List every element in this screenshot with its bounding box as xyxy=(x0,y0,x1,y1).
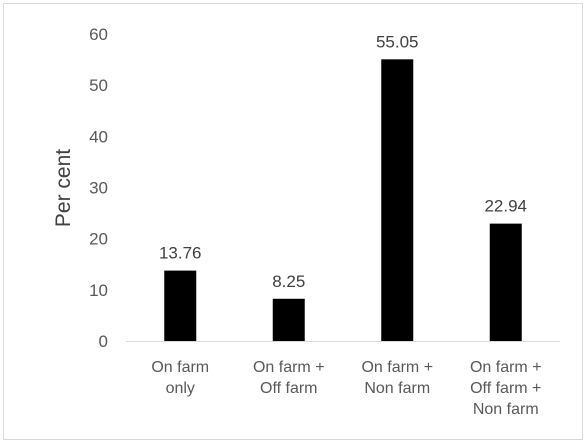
bar xyxy=(489,223,522,341)
x-category-label: On farm + Off farm xyxy=(253,359,325,397)
y-tick-label: 10 xyxy=(89,281,108,300)
y-tick-label: 50 xyxy=(89,76,108,95)
data-label: 13.76 xyxy=(159,244,202,263)
x-category-label: On farm + Non farm xyxy=(361,359,433,397)
bars xyxy=(164,59,522,341)
y-axis-ticks: 0 10 20 30 40 50 60 xyxy=(89,25,108,351)
bar xyxy=(164,270,197,341)
chart-frame xyxy=(3,3,583,440)
x-category-label: On farm only xyxy=(151,359,209,397)
data-label: 55.05 xyxy=(376,32,419,51)
y-axis-title: Per cent xyxy=(52,149,75,227)
y-tick-label: 0 xyxy=(99,332,108,351)
data-label: 8.25 xyxy=(272,272,305,291)
y-tick-label: 40 xyxy=(89,127,108,146)
y-tick-label: 20 xyxy=(89,230,108,249)
bar xyxy=(381,59,414,341)
y-tick-label: 60 xyxy=(89,25,108,44)
data-label: 22.94 xyxy=(484,197,527,216)
x-axis-category-labels: On farm only On farm + Off farm On farm + Non… xyxy=(151,359,541,418)
bar xyxy=(272,298,305,341)
x-category-label: On farm + Off farm + Non farm xyxy=(470,359,542,418)
data-labels: 13.76 8.25 55.05 22.94 xyxy=(159,32,527,290)
y-tick-label: 30 xyxy=(89,179,108,198)
